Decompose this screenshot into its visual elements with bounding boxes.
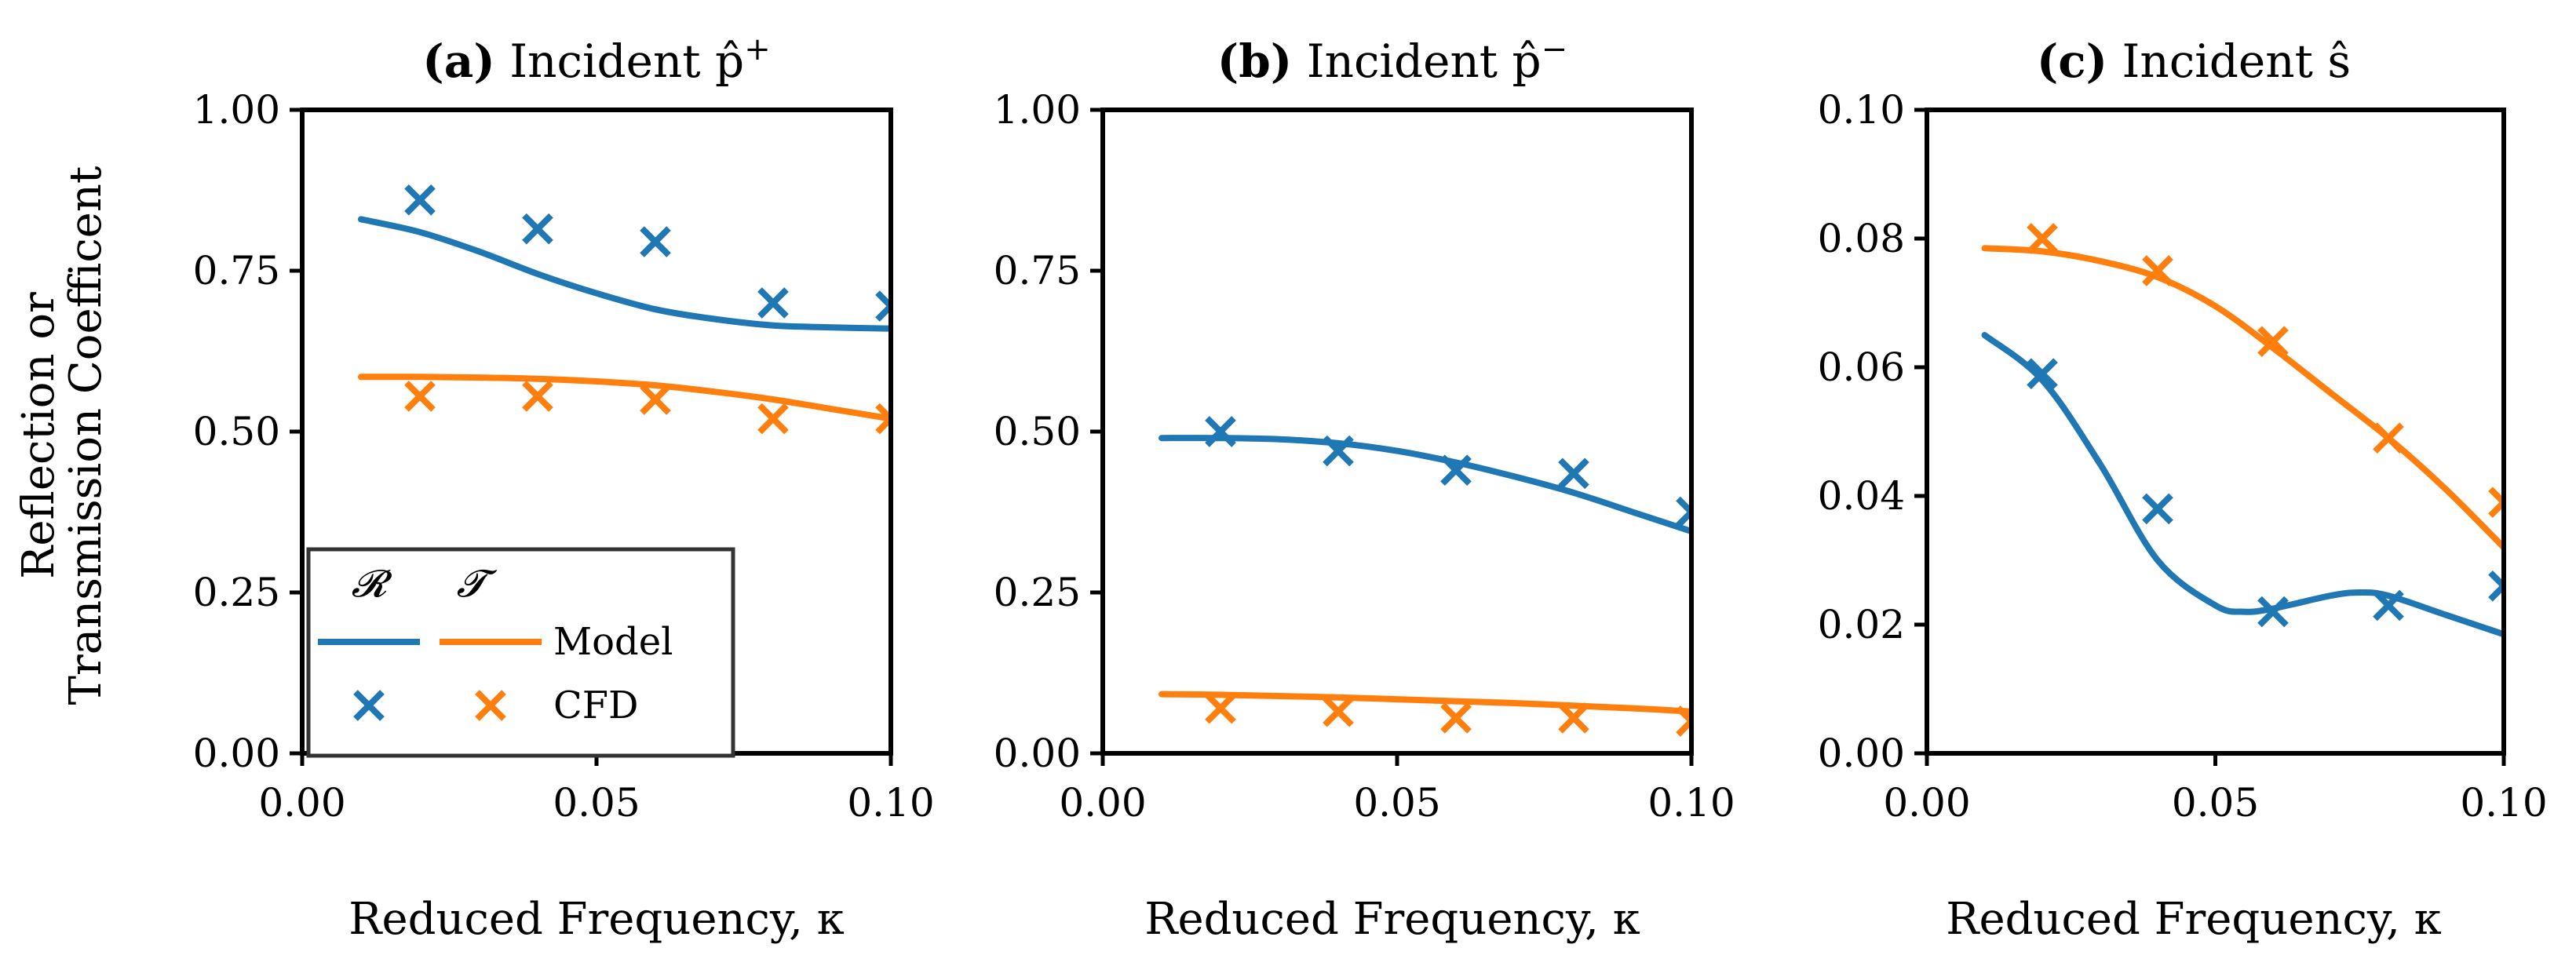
panel-b-data <box>1158 416 1691 737</box>
panel-a-title: (a) Incident p̂+ <box>422 31 770 88</box>
panel-a-y-tick-label: 0.75 <box>193 248 280 293</box>
panel-b-x-tick-label: 0.05 <box>1353 780 1440 826</box>
panel-c-x-axis-label: Reduced Frequency, κ <box>1946 894 2441 945</box>
panel-b-cfd-r-marker <box>1323 435 1354 467</box>
legend-header-r: 𝓡 <box>352 562 393 606</box>
panel-c-data <box>1981 223 2504 638</box>
panel-a-x-tick-label: 0.00 <box>258 780 345 826</box>
panel-c-cfd-r-marker <box>2257 596 2289 628</box>
panel-a-y-tick-label: 0.25 <box>193 570 280 615</box>
panel-c-x-tick-label: 0.05 <box>2172 780 2259 826</box>
panel-c-y-tick-label: 0.06 <box>1818 344 1905 390</box>
panel-b-cfd-r-marker <box>1676 496 1691 528</box>
panel-b-y-tick-label: 0.00 <box>994 731 1081 776</box>
panel-a-x-tick-label: 0.10 <box>847 780 934 826</box>
panel-c-y-tick-label: 0.02 <box>1818 602 1905 647</box>
panel-b-title: (b) Incident p̂− <box>1217 31 1567 88</box>
panel-b: (b) Incident p̂− 0.000.250.500.751.000.0… <box>994 31 1735 945</box>
panel-b-x-tick-label: 0.00 <box>1059 780 1146 826</box>
panel-c: (c) Incident ŝ 0.000.020.040.060.080.100… <box>1818 35 2548 945</box>
panel-b-cfd-t-marker <box>1676 705 1691 737</box>
panel-b-y-tick-label: 0.25 <box>994 570 1081 615</box>
panel-b-cfd-t-marker <box>1440 702 1472 734</box>
panel-c-cfd-t-marker <box>2373 422 2404 454</box>
panel-c-axes-frame <box>1925 108 2506 756</box>
panel-c-model-t-line <box>1981 245 2504 551</box>
panel-a-data <box>358 184 891 435</box>
legend-cfd-t-marker <box>475 690 506 721</box>
panel-a-x-tick-label: 0.05 <box>553 780 640 826</box>
panel-a-cfd-t-marker <box>640 384 671 415</box>
panel-a-y-tick-label: 1.00 <box>193 87 280 133</box>
panel-c-plot: 0.00 0.02 0.04 0.06 0.08 0.10 0.00 0.05 0.10 <box>1818 87 2548 826</box>
panel-a-cfd-r-marker <box>404 184 436 216</box>
legend-cfd-label: CFD <box>553 683 639 727</box>
panel-c-y-tick-label: 0.00 <box>1818 731 1905 776</box>
panel-a-cfd-t-marker <box>875 403 891 435</box>
panel-a-y-tick-label: 0.00 <box>193 731 280 776</box>
y-axis-label-line2: Transmission Coefficent <box>60 166 111 705</box>
legend-model-label: Model <box>553 620 673 664</box>
panel-b-cfd-r-marker <box>1440 454 1472 487</box>
panel-a-cfd-r-marker <box>522 213 553 245</box>
panel-a-cfd-r-marker <box>757 287 789 319</box>
panel-b-model-t-line <box>1158 691 1691 715</box>
panel-a-cfd-t-marker <box>522 381 553 412</box>
panel-b-cfd-t-marker <box>1205 692 1236 724</box>
panel-b-y-tick-label: 0.75 <box>994 248 1081 293</box>
panel-c-x-tick-label: 0.00 <box>1883 780 1970 826</box>
panel-b-x-tick-label: 0.10 <box>1647 780 1735 826</box>
panel-b-model-r-line <box>1158 435 1691 535</box>
panel-c-cfd-t-marker <box>2257 326 2289 358</box>
panel-a-model-t-line <box>358 374 891 422</box>
legend-box <box>306 547 735 758</box>
panel-b-plot: 0.00 0.25 0.50 0.75 1.00 0.00 0.05 0.10 <box>994 87 1735 826</box>
panel-b-cfd-t-marker <box>1558 702 1589 734</box>
panel-a-cfd-t-marker <box>757 403 789 435</box>
panel-b-axes-frame <box>1100 108 1694 756</box>
panel-b-y-tick-label: 1.00 <box>994 87 1081 133</box>
panel-b-cfd-t-marker <box>1323 695 1354 727</box>
panel-b-x-axis-label: Reduced Frequency, κ <box>1144 894 1640 945</box>
panel-c-y-tick-label: 0.08 <box>1818 216 1905 261</box>
panel-c-cfd-r-marker <box>2027 358 2058 390</box>
panel-c-cfd-r-marker <box>2373 589 2404 622</box>
panel-a-plot: 0.00 0.25 0.50 0.75 1.00 0.00 0.05 0.10 <box>193 87 935 826</box>
panel-c-cfd-t-marker <box>2142 255 2173 286</box>
panel-a: (a) Incident p̂+ 0.000.250.500.751.000.0… <box>193 31 935 945</box>
panel-c-y-tick-label: 0.10 <box>1818 87 1905 133</box>
panel-c-cfd-t-marker <box>2027 223 2058 254</box>
panel-c-cfd-r-marker <box>2142 493 2173 525</box>
panel-a-cfd-r-marker <box>875 290 891 322</box>
panel-a-cfd-t-marker <box>404 381 436 412</box>
legend-cfd-r-marker <box>353 690 385 721</box>
panel-c-cfd-t-marker <box>2488 487 2504 519</box>
panel-c-model-r-line <box>1981 332 2504 638</box>
panel-b-cfd-r-marker <box>1558 457 1589 490</box>
panel-a-y-tick-label: 0.50 <box>193 409 280 454</box>
panel-a-x-axis-label: Reduced Frequency, κ <box>348 894 844 945</box>
y-axis-label-line1: Reflection or <box>13 292 64 579</box>
panel-b-cfd-r-marker <box>1205 416 1236 447</box>
panel-c-y-tick-label: 0.04 <box>1818 473 1905 519</box>
panel-c-x-tick-label: 0.10 <box>2460 780 2547 826</box>
legend: 𝓡 𝓣 Model CFD <box>306 547 735 758</box>
panel-b-y-tick-label: 0.50 <box>994 409 1081 454</box>
panel-a-cfd-r-marker <box>640 226 671 257</box>
panel-c-cfd-r-marker <box>2488 570 2504 602</box>
panel-c-title: (c) Incident ŝ <box>2037 35 2351 88</box>
panel-a-model-r-line <box>358 216 891 332</box>
